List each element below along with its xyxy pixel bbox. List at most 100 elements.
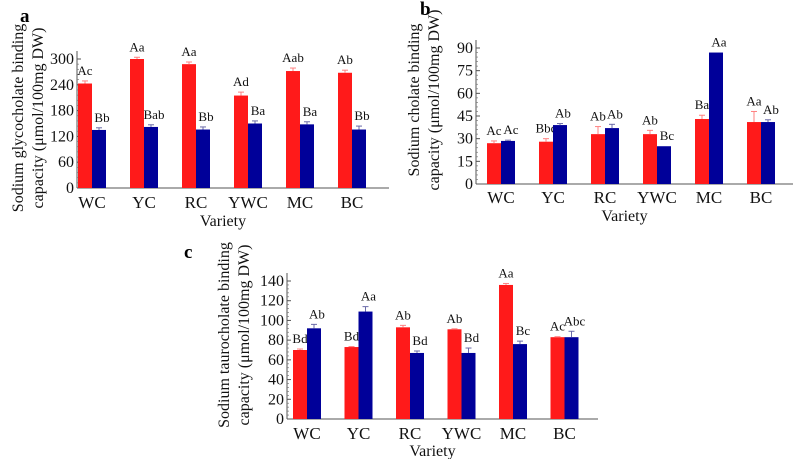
bar-blue-WC: [92, 129, 106, 188]
bar-blue-MC: [709, 52, 723, 185]
y-tick-label: 60: [58, 154, 74, 171]
y-axis-title: Sodium glycocholate binding: [10, 24, 27, 212]
significance-label: Bb: [94, 110, 109, 125]
bar-red-BC: [550, 337, 565, 419]
y-tick-label: 0: [66, 180, 74, 197]
significance-label: Ad: [233, 74, 249, 89]
x-tick-label: YC: [132, 193, 156, 212]
significance-label: Ba: [695, 97, 710, 112]
x-tick-label: BC: [553, 424, 576, 443]
x-tick-label: YC: [541, 188, 565, 207]
bar-blue-YWC: [461, 352, 476, 419]
y-tick-label: 180: [50, 103, 74, 120]
bar-blue-RC: [196, 129, 210, 188]
significance-label: Abc: [564, 313, 586, 328]
x-tick-label: RC: [185, 193, 208, 212]
bar-red-YWC: [447, 329, 462, 419]
y-tick-label: 30: [457, 131, 473, 148]
x-tick-label: YWC: [442, 424, 482, 443]
significance-label: Bd: [412, 333, 428, 348]
bar-blue-MC: [300, 124, 314, 188]
significance-label: Ab: [607, 106, 623, 121]
bar-red-YC: [130, 59, 144, 188]
x-tick-label: MC: [696, 188, 722, 207]
panel-letter: b: [420, 0, 431, 20]
bar-red-MC: [695, 119, 709, 184]
x-tick-label: BC: [750, 188, 773, 207]
x-tick-label: MC: [287, 193, 313, 212]
significance-label: Ab: [642, 112, 658, 127]
significance-label: Ac: [503, 122, 518, 137]
x-tick-label: WC: [293, 424, 320, 443]
bar-red-BC: [747, 122, 761, 184]
bar-red-MC: [499, 284, 513, 419]
bar-red-YC: [539, 141, 553, 184]
y-tick-label: 0: [276, 411, 284, 428]
bar-blue-WC: [307, 328, 321, 419]
y-tick-label: 0: [465, 176, 473, 193]
y-tick-label: 100: [260, 312, 284, 329]
significance-label: Aa: [129, 39, 144, 54]
x-tick-label: YWC: [228, 193, 268, 212]
bar-red-YWC: [234, 95, 248, 188]
bar-red-WC: [293, 350, 307, 419]
significance-label: Ab: [337, 52, 353, 67]
y-tick-label: 15: [457, 153, 473, 170]
significance-label: Aa: [711, 35, 726, 50]
bar-blue-MC: [513, 344, 527, 419]
significance-label: Bd: [464, 330, 480, 345]
y-tick-label: 45: [457, 108, 473, 125]
significance-label: Aab: [282, 50, 304, 65]
significance-label: Ba: [251, 103, 266, 118]
x-axis-title: Variety: [409, 443, 455, 459]
bar-red-YWC: [643, 134, 657, 184]
y-tick-label: 60: [268, 352, 284, 369]
y-tick-label: 20: [268, 391, 284, 408]
panel-letter: a: [20, 6, 30, 27]
significance-label: Ab: [763, 102, 779, 117]
y-tick-label: 140: [260, 273, 284, 290]
bar-red-YC: [344, 347, 359, 419]
x-tick-label: RC: [594, 188, 617, 207]
bar-blue-RC: [410, 352, 424, 419]
significance-label: Ab: [309, 306, 325, 321]
significance-label: Ac: [486, 123, 501, 138]
bar-blue-BC: [564, 337, 579, 419]
x-tick-label: WC: [78, 193, 105, 212]
panel-letter: c: [184, 242, 192, 263]
x-axis-title: Variety: [601, 208, 647, 225]
x-tick-label: YWC: [637, 188, 677, 207]
y-axis-title: capacity (μmol/100mg DW): [30, 28, 47, 209]
significance-label: Aa: [181, 44, 196, 59]
bar-blue-RC: [605, 128, 619, 184]
x-tick-label: MC: [500, 424, 526, 443]
y-tick-label: 40: [268, 372, 284, 389]
bar-blue-YC: [144, 126, 158, 188]
y-tick-label: 300: [50, 51, 74, 68]
significance-label: Bb: [198, 109, 213, 124]
y-axis-title: capacity (μmol/100mg DW): [426, 10, 443, 191]
bar-red-MC: [286, 71, 300, 188]
y-tick-label: 75: [457, 63, 473, 80]
y-axis-title: Sodium cholate binding: [406, 24, 423, 177]
panel-c: c 0 20 40 60 80 100 120 140 Sodium taurocholate b…: [184, 242, 598, 459]
bar-red-RC: [182, 64, 196, 188]
x-axis-title: Variety: [200, 213, 246, 230]
significance-label: Ac: [77, 63, 92, 78]
bar-red-WC: [487, 143, 501, 184]
x-tick-label: RC: [399, 424, 422, 443]
significance-label: Aa: [498, 265, 513, 280]
bar-blue-WC: [501, 140, 515, 184]
bar-blue-YC: [358, 311, 373, 419]
x-tick-label: YC: [347, 424, 371, 443]
significance-label: Ab: [447, 311, 463, 326]
significance-label: Bd: [292, 331, 308, 346]
x-tick-label: BC: [341, 193, 364, 212]
y-tick-label: 90: [457, 40, 473, 57]
y-tick-label: 120: [50, 128, 74, 145]
significance-label: Aa: [361, 289, 376, 304]
significance-label: Ab: [555, 106, 571, 121]
bar-blue-BC: [761, 122, 775, 184]
bar-blue-BC: [352, 129, 366, 188]
panel-b: b 0 15 30 45 60 75 90 Sodium cholate binding capa…: [406, 0, 793, 225]
